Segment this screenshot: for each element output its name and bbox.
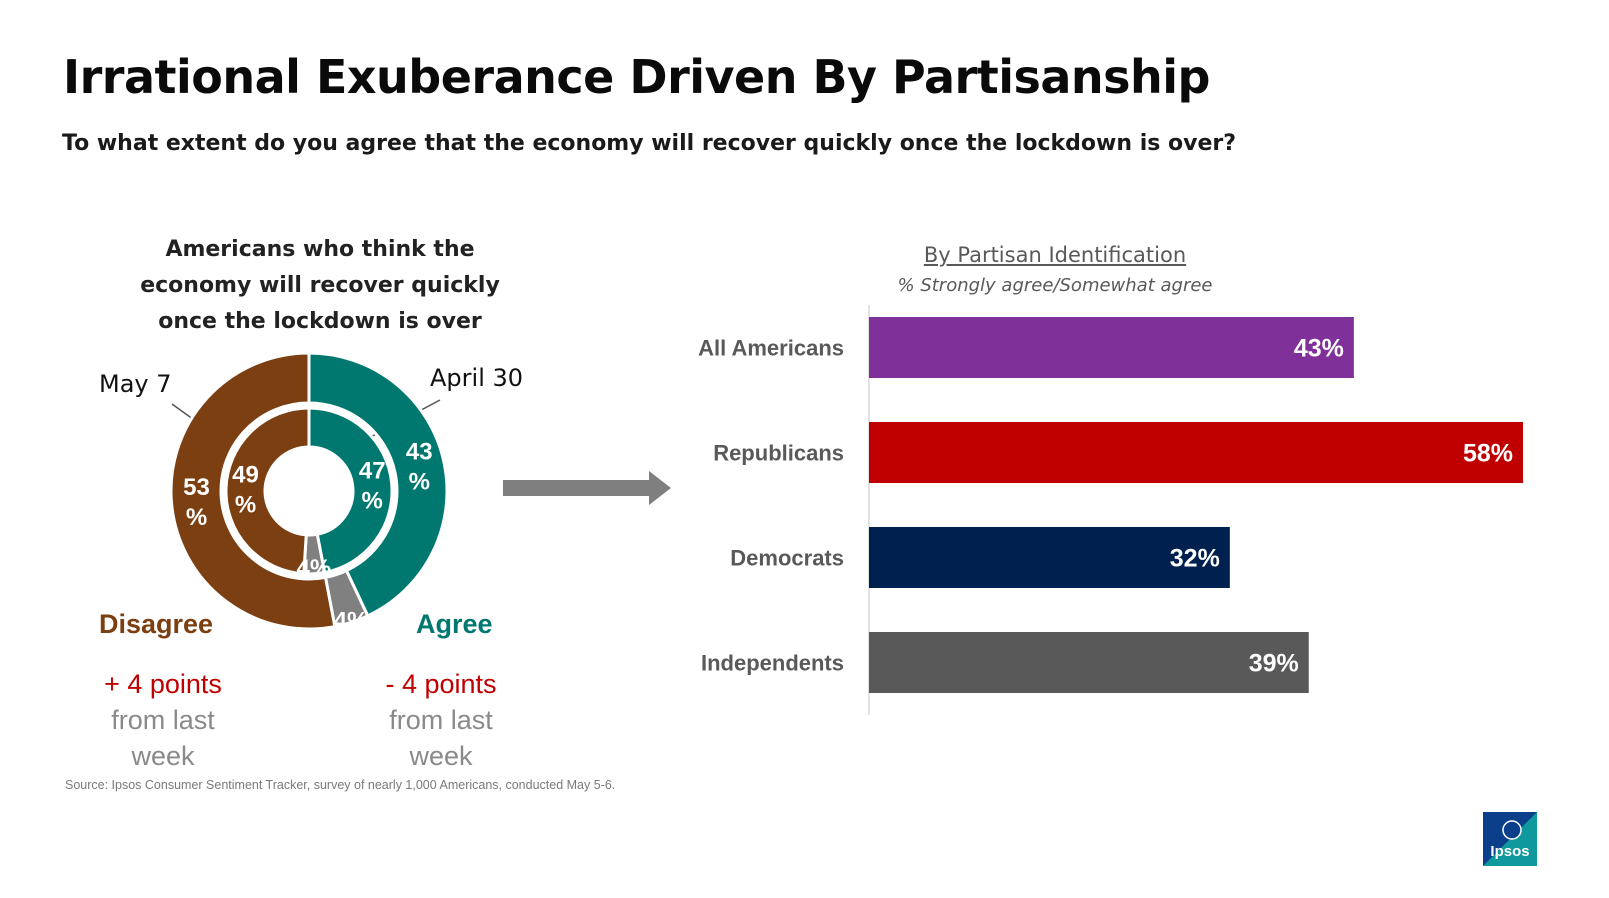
donut-label-outer-neither: 4%: [334, 608, 369, 635]
bar-chart-title: By Partisan Identification: [923, 243, 1187, 267]
bar-value-label: 32%: [1170, 545, 1220, 573]
donut-slice-inner-disagree: [224, 406, 311, 576]
donut-title-line: once the lockdown is over: [158, 309, 482, 334]
bar-value-label: 58%: [1463, 440, 1513, 468]
page-subtitle: To what extent do you agree that the eco…: [62, 131, 1236, 156]
agree-change-delta: - 4 points: [385, 669, 497, 699]
agree-change-note: - 4 points from last week: [331, 666, 551, 774]
disagree-label: Disagree: [99, 609, 214, 639]
ipsos-logo: Ipsos: [1483, 812, 1537, 866]
donut-label-inner-neither: 4%: [296, 555, 331, 582]
bar-republicans: [869, 422, 1523, 483]
donut-title-line: Americans who think the: [165, 237, 475, 262]
page-title: Irrational Exuberance Driven By Partisan…: [63, 50, 1210, 104]
logo-text: Ipsos: [1490, 843, 1529, 860]
disagree-change-rest: week: [131, 741, 195, 771]
disagree-change-note: + 4 points from last week: [53, 666, 273, 774]
bar-category-label: All Americans: [698, 336, 844, 361]
donut-slice-outer-disagree: [169, 351, 337, 631]
bar-chart-subtitle: % Strongly agree/Somewhat agree: [897, 275, 1213, 296]
bar-value-label: 43%: [1294, 335, 1344, 363]
donut-slice-inner-agree: [307, 406, 394, 575]
bar-democrats: [869, 527, 1230, 588]
bar-all-americans: [869, 317, 1354, 378]
right-arrow-icon: [503, 471, 671, 505]
bar-category-label: Democrats: [730, 546, 844, 571]
donut-title-line: economy will recover quickly: [140, 273, 500, 298]
donut-label-inner-agree: 47%: [359, 457, 386, 514]
bar-category-label: Republicans: [713, 441, 844, 466]
donut-label-inner-disagree: 49%: [232, 461, 259, 518]
donut-chart-title: Americans who think the economy will rec…: [120, 232, 520, 340]
callout-may-7: May 7: [99, 370, 172, 398]
agree-label: Agree: [416, 609, 493, 639]
agree-change-rest: from last: [389, 705, 493, 735]
donut-slice-outer-agree: [307, 351, 449, 618]
donut-label-outer-agree: 43%: [406, 439, 433, 496]
disagree-change-rest: from last: [111, 705, 215, 735]
callout-april-30: April 30: [430, 364, 524, 392]
source-note: Source: Ipsos Consumer Sentiment Tracker…: [65, 778, 616, 792]
bar-category-label: Independents: [701, 651, 844, 676]
donut-label-outer-disagree: 53%: [183, 474, 210, 531]
bar-value-label: 39%: [1249, 650, 1299, 678]
nested-donut-chart: 43 % 4% 53 % 47 % 4% 49%: [169, 351, 449, 635]
bar-independents: [869, 632, 1309, 693]
partisan-bar-chart: All Americans 43% Republicans 58% Democrats 3…: [698, 305, 1523, 715]
disagree-change-delta: + 4 points: [104, 669, 222, 699]
agree-change-rest: week: [409, 741, 473, 771]
